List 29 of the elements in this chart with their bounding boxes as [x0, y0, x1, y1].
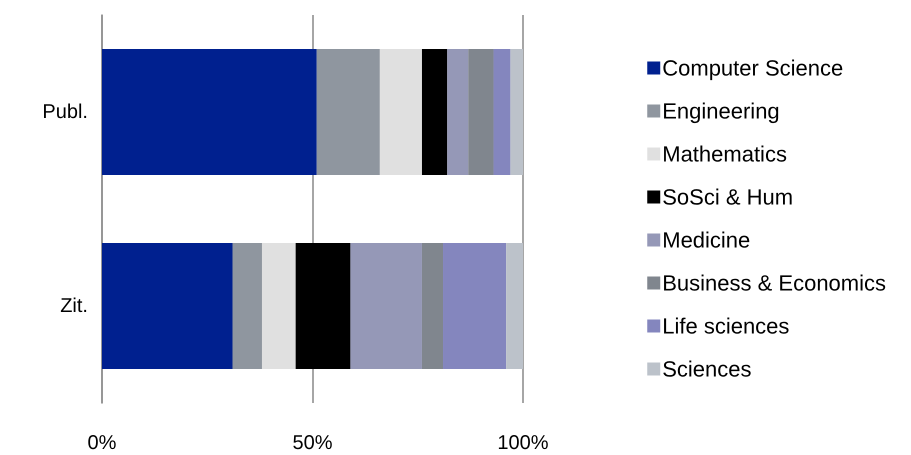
bar — [422, 48, 448, 176]
bar — [232, 242, 262, 370]
legend-label: Business & Economics — [662, 270, 886, 296]
legend-label: Life sciences — [662, 314, 790, 338]
bar — [262, 242, 296, 370]
bar — [316, 48, 380, 176]
x-tick-label: 0% — [88, 432, 117, 454]
bar — [443, 242, 506, 370]
bar — [447, 48, 468, 176]
bar — [506, 242, 523, 370]
y-tick-label: Zit. — [60, 295, 88, 317]
bar — [494, 48, 510, 176]
bar — [380, 48, 422, 176]
legend-label: Computer Science — [662, 56, 844, 80]
bar — [350, 242, 422, 370]
bar — [102, 48, 317, 176]
bar — [296, 242, 350, 370]
y-tick-label: Publ. — [42, 101, 88, 123]
x-tick-label: 50% — [292, 432, 333, 454]
legend-label: Medicine — [662, 228, 750, 252]
legend-label: SoSci & Hum — [662, 184, 794, 210]
bar — [468, 48, 494, 176]
bar — [510, 48, 523, 176]
bar — [102, 242, 233, 370]
legend-label: Mathematics — [662, 142, 787, 166]
x-tick-label: 100% — [497, 432, 549, 454]
bar — [422, 242, 444, 370]
legend-label: Engineering — [662, 98, 780, 124]
legend-label: Sciences — [662, 356, 752, 382]
